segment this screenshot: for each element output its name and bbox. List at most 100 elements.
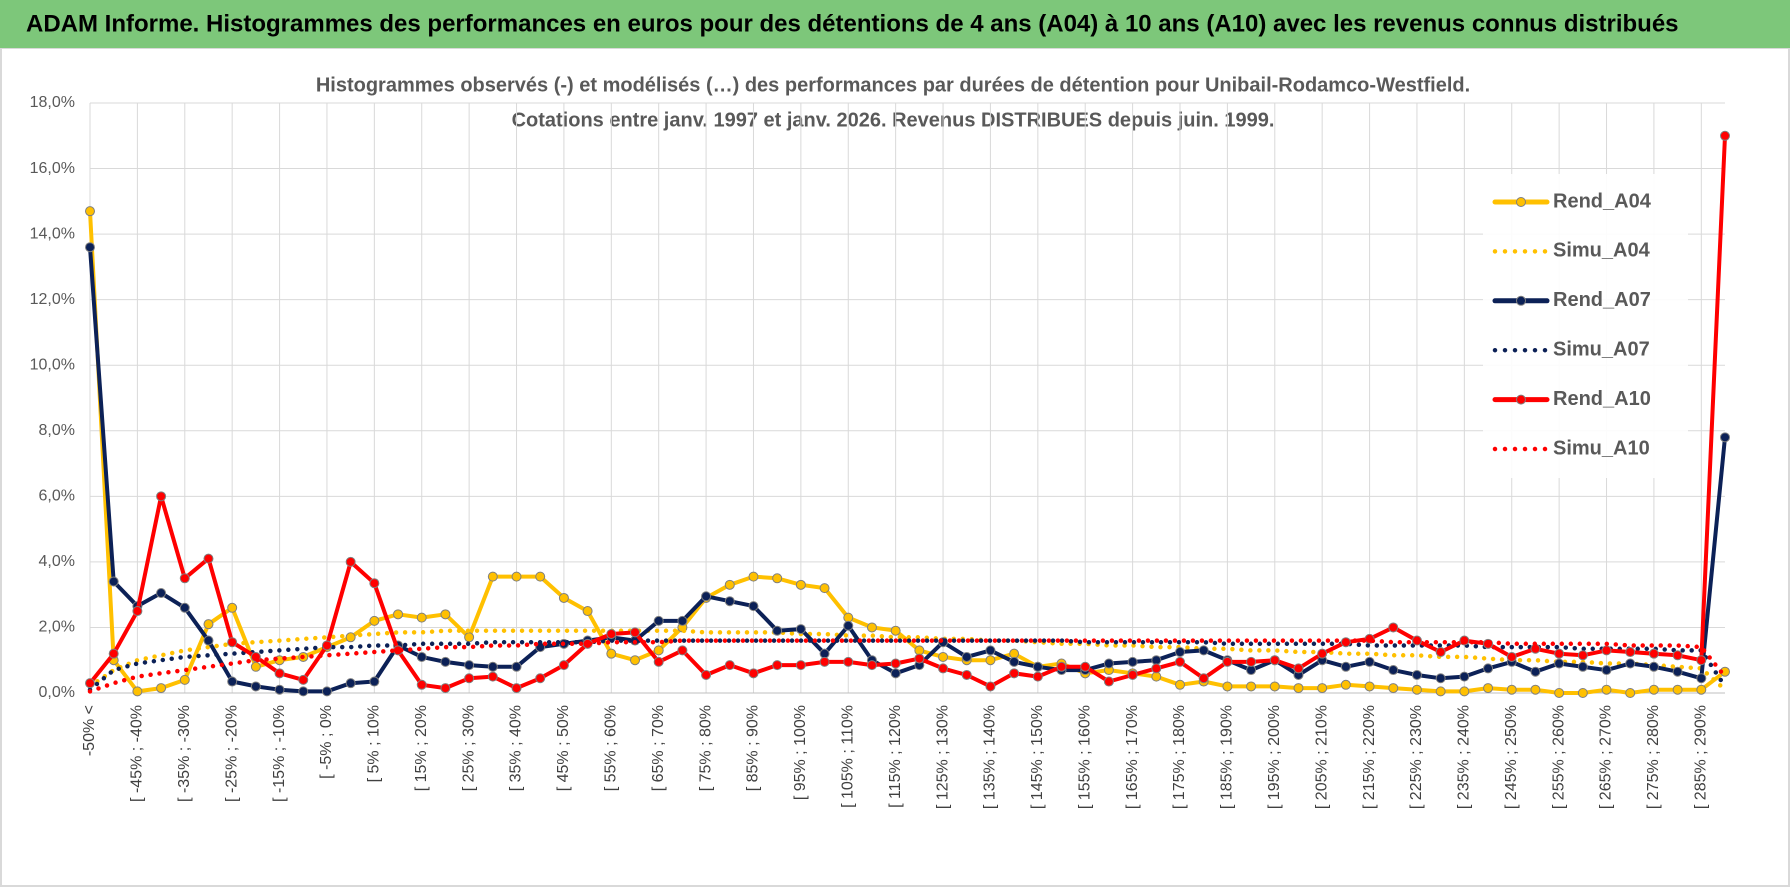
data-point <box>321 640 332 651</box>
data-point <box>1009 668 1020 679</box>
data-point <box>393 609 404 620</box>
data-point <box>795 579 806 590</box>
data-point <box>890 658 901 669</box>
data-point <box>653 615 664 626</box>
x-tick-label: [ 5% ; 10% <box>366 705 383 782</box>
x-tick-label: [ -15% ; -10% <box>271 705 288 802</box>
header-title: ADAM Informe. Histogrammes des performan… <box>26 10 1679 37</box>
data-point <box>1648 661 1659 672</box>
data-point <box>772 573 783 584</box>
data-point <box>1601 665 1612 676</box>
data-point <box>1364 656 1375 667</box>
data-point <box>914 653 925 664</box>
chart-title: Histogrammes observés (-) et modélisés (… <box>316 74 1470 96</box>
series-line <box>87 628 1728 692</box>
data-point <box>819 583 830 594</box>
data-point <box>1009 656 1020 667</box>
x-tick-label: [ 245% ; 250% <box>1503 705 1520 809</box>
legend-label: Rend_A10 <box>1553 388 1651 410</box>
data-point <box>1696 684 1707 695</box>
data-point <box>985 645 996 656</box>
legend-label: Simu_A04 <box>1553 240 1651 262</box>
data-point <box>1696 655 1707 666</box>
data-point <box>1672 650 1683 661</box>
y-tick-label: 16,0% <box>30 160 75 177</box>
data-point <box>227 676 238 687</box>
x-tick-label: [ 155% ; 160% <box>1076 705 1093 809</box>
data-point <box>724 579 735 590</box>
legend-label: Rend_A07 <box>1553 289 1651 311</box>
data-point <box>1222 656 1233 667</box>
x-tick-label: [ 275% ; 280% <box>1645 705 1662 809</box>
legend-marker <box>1516 295 1526 306</box>
data-point <box>1032 661 1043 672</box>
data-point <box>558 592 569 603</box>
data-point <box>464 632 475 643</box>
data-point <box>1198 645 1209 656</box>
data-point <box>1625 647 1636 658</box>
x-tick-label: [ 35% ; 40% <box>508 705 525 791</box>
data-point <box>487 661 498 672</box>
data-point <box>1317 683 1328 694</box>
data-point <box>985 681 996 692</box>
data-point <box>1720 432 1730 443</box>
data-point <box>724 596 735 607</box>
data-point <box>653 645 664 656</box>
x-tick-label: [ 285% ; 290% <box>1693 705 1710 809</box>
data-point <box>724 660 735 671</box>
y-tick-label: 8,0% <box>39 422 75 439</box>
data-point <box>369 615 380 626</box>
x-tick-label: -50% < <box>81 705 98 756</box>
data-point <box>843 620 854 631</box>
data-point <box>1411 684 1422 695</box>
data-point <box>1672 684 1683 695</box>
data-point <box>606 648 617 659</box>
data-point <box>416 612 427 623</box>
data-point <box>606 629 617 639</box>
data-point <box>1364 681 1375 692</box>
data-point <box>1246 681 1257 692</box>
y-tick-label: 14,0% <box>30 225 75 242</box>
data-point <box>772 625 783 636</box>
data-point <box>1483 683 1494 694</box>
data-point <box>1198 673 1209 684</box>
data-point <box>416 679 427 690</box>
x-tick-label: [ 205% ; 210% <box>1313 705 1330 809</box>
data-point <box>156 588 167 599</box>
data-point <box>748 571 759 582</box>
data-point <box>487 571 498 582</box>
data-point <box>843 612 854 623</box>
data-point <box>938 663 949 674</box>
data-point <box>677 615 688 626</box>
data-point <box>795 624 806 635</box>
data-point <box>1648 684 1659 695</box>
data-point <box>1151 671 1162 682</box>
data-point <box>1127 656 1138 667</box>
data-point <box>1175 647 1185 658</box>
data-point <box>677 645 688 656</box>
data-point <box>1293 683 1304 694</box>
data-point <box>156 683 167 694</box>
y-tick-label: 6,0% <box>39 488 75 505</box>
legend-marker <box>1516 197 1526 207</box>
data-point <box>1554 648 1565 659</box>
data-point <box>1009 648 1020 659</box>
data-point <box>1269 681 1280 692</box>
y-tick-label: 12,0% <box>30 291 75 308</box>
x-tick-label: [ 195% ; 200% <box>1266 705 1283 809</box>
x-tick-label: [ -35% ; -30% <box>176 705 193 802</box>
data-point <box>132 686 143 697</box>
data-point <box>843 656 854 667</box>
data-point <box>132 606 143 617</box>
data-point <box>464 660 475 671</box>
data-point <box>1672 666 1683 677</box>
data-point <box>1388 665 1399 676</box>
series-line <box>88 133 1727 691</box>
data-point <box>795 660 806 671</box>
data-point <box>890 668 901 679</box>
series-line <box>87 638 1728 692</box>
data-point <box>890 625 901 636</box>
data-point <box>179 602 190 613</box>
data-point <box>511 571 522 582</box>
data-point <box>1577 688 1588 698</box>
